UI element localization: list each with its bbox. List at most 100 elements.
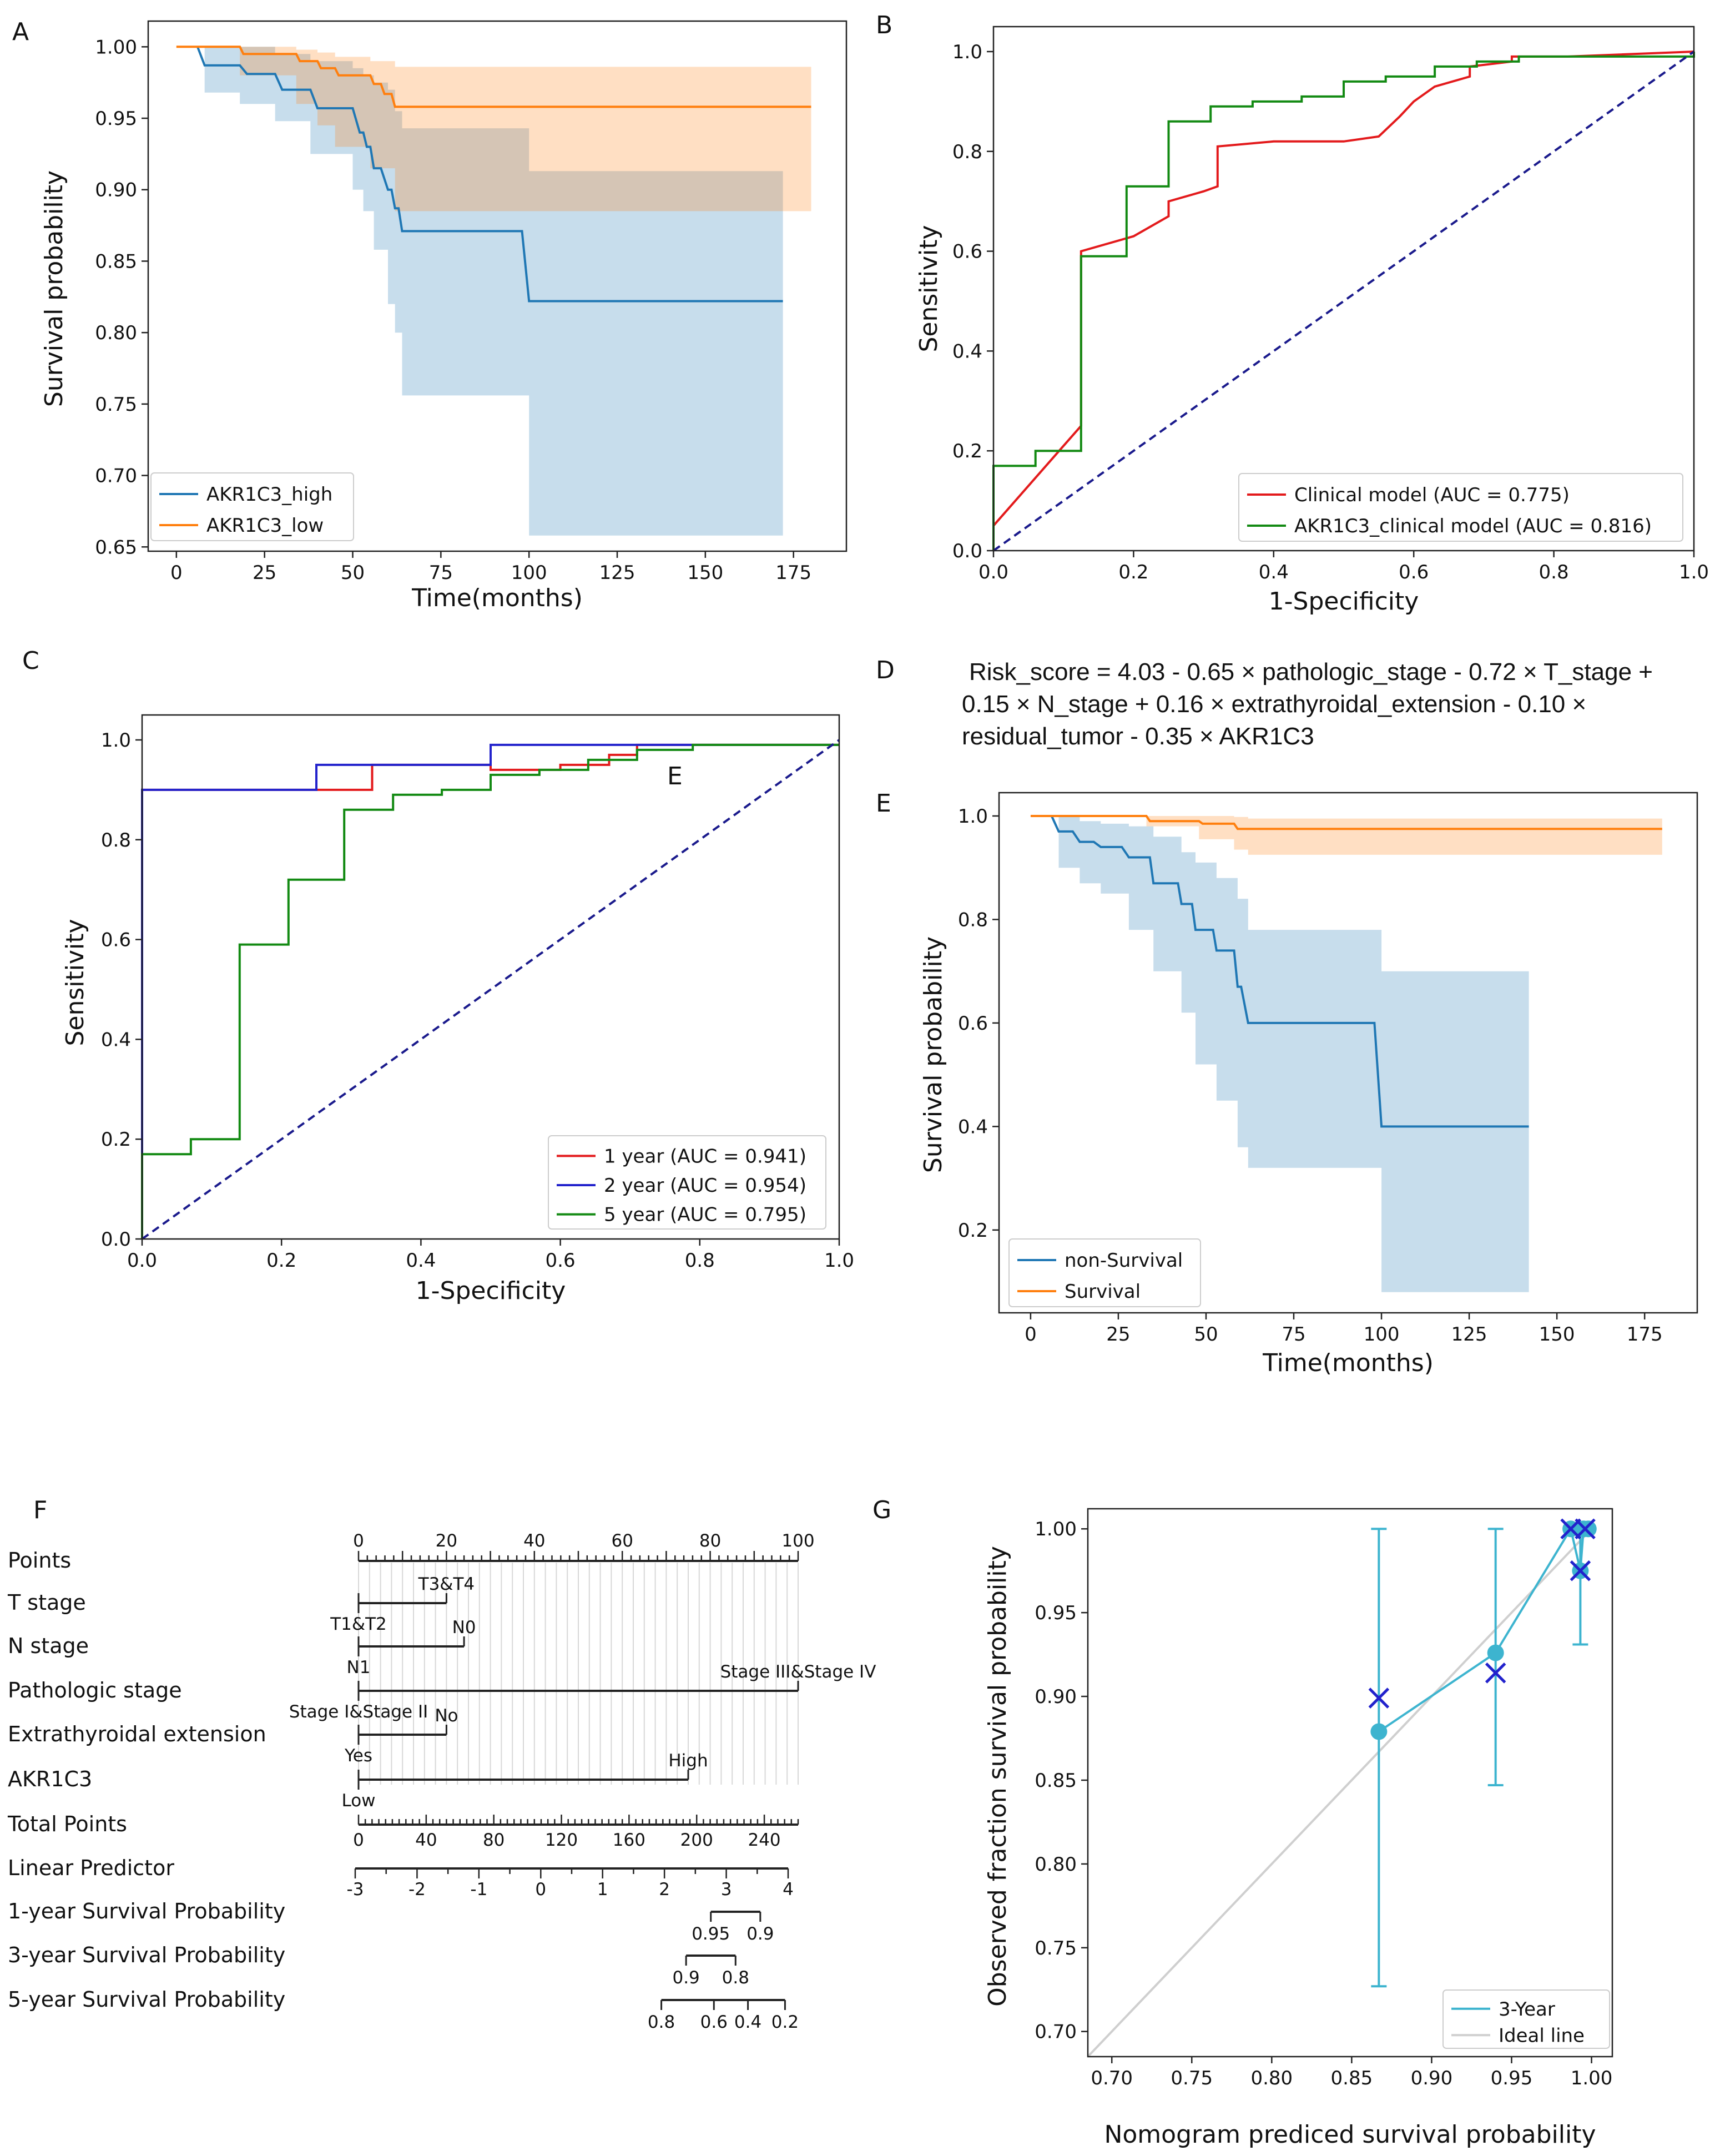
x-tick-label: 0.95 [1491, 2067, 1533, 2089]
legend-label: 5 year (AUC = 0.795) [604, 1204, 806, 1226]
panel-label-d: D [876, 656, 895, 684]
x-tick-label: 75 [429, 562, 453, 584]
y-tick-label: 0.6 [952, 241, 982, 263]
linear-predictor-tick-label: -3 [347, 1880, 364, 1900]
points-tick-label: 20 [436, 1531, 457, 1551]
x-tick-label: 0.0 [978, 561, 1008, 583]
legend-box [1008, 1238, 1201, 1307]
x-tick-label: 0.0 [127, 1250, 157, 1272]
y-tick-label: 0.8 [101, 829, 131, 852]
x-tick-label: 1.00 [1571, 2067, 1613, 2089]
x-tick-label: 0.85 [1331, 2067, 1373, 2089]
y-tick-label: 0.4 [101, 1029, 131, 1051]
x-axis-label: 1-Specificity [416, 1277, 566, 1305]
roc-curve-2 [992, 52, 1695, 551]
ideal-line [1087, 1528, 1592, 2058]
y-tick-label: 0.80 [1035, 1853, 1077, 1876]
legend-box [1442, 1989, 1610, 2049]
points-tick-label: 100 [781, 1531, 814, 1551]
points-tick-label: 40 [523, 1531, 545, 1551]
n_stage-high-label: N0 [452, 1618, 476, 1638]
y-tick-label: 1.00 [95, 36, 137, 58]
calibration-point [1487, 1644, 1504, 1661]
akr1c3-low-label: Low [341, 1791, 375, 1811]
y-tick-label: 0.2 [101, 1129, 131, 1151]
x-tick-label: 0.75 [1171, 2067, 1213, 2089]
nomogram-row-label: T stage [7, 1590, 86, 1615]
legend-label: Ideal line [1499, 2024, 1585, 2047]
surv3-tick-label: 0.8 [722, 1968, 749, 1988]
formula-line-3: residual_tumor - 0.35 × AKR1C3 [962, 723, 1314, 750]
total-points-tick-label: 0 [353, 1830, 364, 1850]
ci-band-2 [1030, 816, 1662, 855]
linear-predictor-tick-label: 0 [535, 1880, 546, 1900]
x-tick-label: 0.4 [1259, 561, 1289, 583]
survival-curve-1 [196, 46, 783, 303]
nomogram-row-label: Extrathyroidal extension [8, 1722, 266, 1746]
legend-label: 1 year (AUC = 0.941) [604, 1145, 806, 1167]
y-tick-label: 0.90 [95, 179, 137, 202]
path_stage-low-label: Stage I&Stage II [289, 1702, 428, 1722]
roc-curve-1 [992, 51, 1694, 527]
t_stage-high-label: T3&T4 [418, 1574, 475, 1594]
linear-predictor-tick-label: -1 [470, 1880, 487, 1900]
x-tick-label: 0.6 [1399, 561, 1429, 583]
surv5-tick-label: 0.8 [648, 2012, 675, 2032]
nomogram-row-label: AKR1C3 [8, 1767, 92, 1791]
plot-frame [141, 714, 840, 1240]
y-tick-label: 1.0 [952, 41, 982, 63]
x-tick-label: 175 [1627, 1323, 1663, 1346]
total-points-tick-label: 200 [680, 1830, 713, 1850]
panel-label-c: C [22, 647, 39, 675]
surv1-tick-label: 0.95 [692, 1924, 730, 1944]
n_stage-low-label: N1 [347, 1658, 371, 1678]
ci-band-1 [1051, 816, 1529, 1292]
x-axis-label: Time(months) [1262, 1349, 1434, 1377]
x-tick-label: 50 [1194, 1323, 1218, 1346]
legend-box [548, 1135, 826, 1230]
plot-frame [998, 792, 1698, 1314]
surv3-tick-label: 0.9 [672, 1968, 699, 1988]
plot-frame [147, 20, 848, 552]
points-tick-label: 0 [353, 1531, 364, 1551]
observed-cross [1570, 1560, 1591, 1581]
y-tick-label: 0.85 [1035, 1770, 1077, 1792]
x-tick-label: 175 [775, 562, 811, 584]
x-tick-label: 0.8 [685, 1250, 715, 1272]
panel-label-f: F [33, 1496, 47, 1524]
observed-cross [1485, 1663, 1506, 1684]
extra_ext-high-label: No [435, 1706, 458, 1726]
ci-band-2 [176, 47, 811, 211]
panel-label-g: G [872, 1496, 891, 1524]
surv5-tick-label: 0.6 [700, 2012, 728, 2032]
path_stage-high-label: Stage III&Stage IV [720, 1662, 876, 1682]
x-axis-label: Nomogram prediced survival probability [1104, 2120, 1596, 2149]
y-tick-label: 0.75 [95, 394, 137, 416]
y-tick-label: 1.0 [101, 729, 131, 752]
y-axis-label: Observed fraction survival probability [983, 1546, 1012, 2007]
x-tick-label: 0.70 [1091, 2067, 1133, 2089]
formula-line-2: 0.15 × N_stage + 0.16 × extrathyroidal_e… [962, 691, 1586, 718]
y-tick-label: 0.65 [95, 536, 137, 558]
y-tick-label: 0.8 [952, 141, 982, 163]
y-tick-label: 0.2 [958, 1220, 988, 1242]
x-tick-label: 100 [511, 562, 547, 584]
x-tick-label: 75 [1282, 1323, 1305, 1346]
linear-predictor-tick-label: 3 [721, 1880, 732, 1900]
extra_ext-low-label: Yes [344, 1746, 372, 1766]
roc-curve-1 [141, 743, 839, 1239]
nomogram-row-label: N stage [8, 1634, 89, 1658]
legend-label: AKR1C3_clinical model (AUC = 0.816) [1294, 515, 1652, 537]
x-tick-label: 150 [687, 562, 723, 584]
ci-band-1 [197, 47, 783, 536]
nomogram-row-label: Linear Predictor [8, 1856, 174, 1880]
y-tick-label: 0.4 [958, 1116, 988, 1138]
t_stage-low-label: T1&T2 [330, 1614, 387, 1634]
linear-predictor-tick-label: 1 [597, 1880, 608, 1900]
x-tick-label: 0.90 [1411, 2067, 1453, 2089]
x-axis-label: Time(months) [411, 584, 583, 612]
total-points-tick-label: 80 [483, 1830, 505, 1850]
total-points-tick-label: 40 [415, 1830, 437, 1850]
surv5-tick-label: 0.2 [771, 2012, 799, 2032]
